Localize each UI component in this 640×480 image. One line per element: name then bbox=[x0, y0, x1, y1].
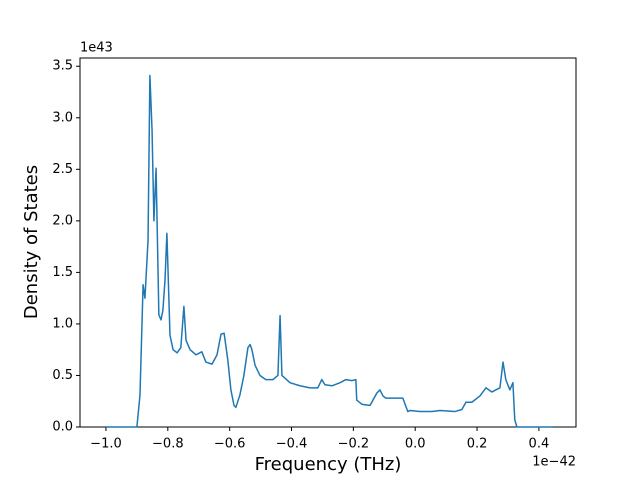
x-tick-label: −0.6 bbox=[214, 437, 246, 452]
x-tick-label: 0.0 bbox=[405, 437, 426, 452]
y-offset-text: 1e43 bbox=[80, 41, 113, 56]
data-line bbox=[105, 74, 553, 428]
y-tick-label: 3.5 bbox=[52, 59, 73, 74]
plot-frame bbox=[79, 57, 577, 428]
x-tick-label: −0.2 bbox=[338, 437, 370, 452]
x-tick-label: −1.0 bbox=[90, 437, 122, 452]
y-tick-label: 0.5 bbox=[52, 368, 73, 383]
y-tick-label: 3.0 bbox=[52, 110, 73, 125]
x-tick-label: −0.4 bbox=[276, 437, 308, 452]
x-offset-text: 1e−42 bbox=[532, 455, 576, 470]
y-tick-label: 0.0 bbox=[52, 420, 73, 435]
x-tick-label: 0.2 bbox=[467, 437, 488, 452]
y-tick-label: 2.5 bbox=[52, 162, 73, 177]
y-tick-label: 1.5 bbox=[52, 265, 73, 280]
y-tick-label: 2.0 bbox=[52, 213, 73, 228]
x-tick-label: 0.4 bbox=[529, 437, 550, 452]
y-axis-label: Density of States bbox=[21, 165, 42, 319]
y-tick-label: 1.0 bbox=[52, 316, 73, 331]
x-tick-label: −0.8 bbox=[152, 437, 184, 452]
x-axis-label: Frequency (THz) bbox=[255, 454, 402, 475]
